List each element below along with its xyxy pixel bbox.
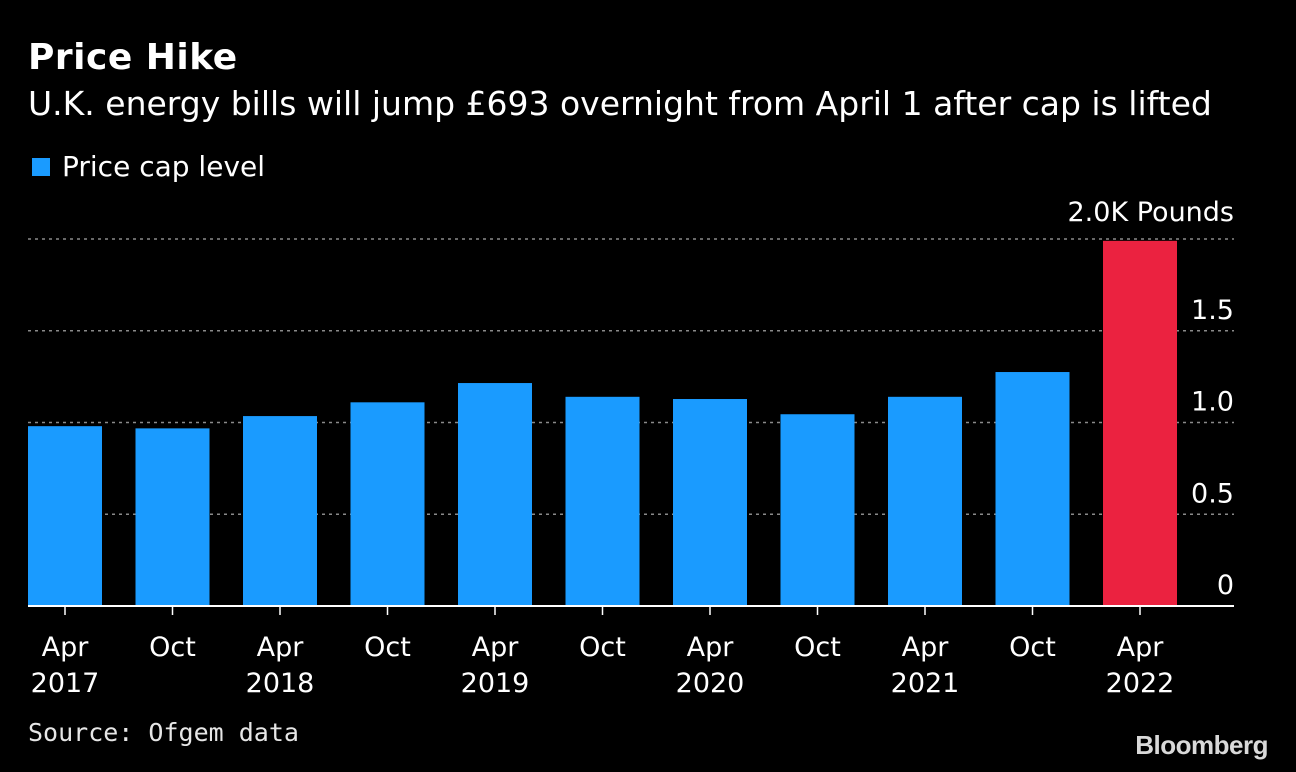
x-tick-label: Apr — [1117, 632, 1165, 663]
x-tick-label: Apr — [902, 632, 950, 663]
x-tick-label: Oct — [364, 632, 411, 663]
x-tick-year-label: 2019 — [461, 668, 530, 699]
axis-layer — [28, 605, 1234, 615]
legend-label: Price cap level — [62, 150, 266, 183]
bar-oct-2017 — [135, 428, 210, 606]
x-tick-year-label: 2020 — [676, 668, 745, 699]
bar-layer — [28, 240, 1177, 606]
x-tick-year-label: 2017 — [31, 668, 100, 699]
x-tick-label: Apr — [257, 632, 305, 663]
bar-apr-2020 — [673, 399, 747, 606]
y-tick-label: 1.5 — [1191, 295, 1234, 326]
x-tick-year-label: 2018 — [246, 668, 315, 699]
label-layer: 0 0.5 1.0 1.5 2.0K Pounds Apr 2017 Oct Apr 2018 Oc… — [31, 197, 1234, 699]
x-tick-label: Apr — [472, 632, 520, 663]
brand-logo: Bloomberg — [1135, 730, 1268, 760]
bar-apr-2018 — [243, 416, 317, 606]
legend: Price cap level — [32, 150, 265, 183]
bar-oct-2020 — [780, 414, 855, 606]
bar-apr-2019 — [458, 383, 532, 606]
x-tick-year-label: 2021 — [891, 668, 960, 699]
legend-swatch — [32, 157, 50, 176]
x-tick-label: Oct — [579, 632, 626, 663]
source-note: Source: Ofgem data — [28, 718, 299, 747]
x-tick-label: Apr — [42, 632, 90, 663]
bar-apr-2017 — [28, 426, 102, 606]
x-tick-year-label: 2022 — [1106, 668, 1175, 699]
y-tick-label: 0.5 — [1191, 478, 1234, 509]
bar-oct-2021 — [995, 372, 1070, 606]
bar-oct-2019 — [565, 396, 640, 606]
chart-title: Price Hike — [28, 37, 238, 78]
y-tick-label: 1.0 — [1191, 387, 1234, 418]
y-tick-label: 2.0K Pounds — [1068, 197, 1235, 228]
y-tick-label: 0 — [1217, 570, 1234, 601]
bar-oct-2018 — [350, 402, 425, 606]
x-tick-label: Oct — [1009, 632, 1056, 663]
x-tick-label: Apr — [687, 632, 735, 663]
x-tick-label: Oct — [794, 632, 841, 663]
bar-apr-2021 — [888, 396, 962, 606]
x-tick-label: Oct — [149, 632, 196, 663]
chart-subtitle: U.K. energy bills will jump £693 overnig… — [28, 84, 1212, 123]
bar-apr-2022 — [1103, 240, 1177, 606]
